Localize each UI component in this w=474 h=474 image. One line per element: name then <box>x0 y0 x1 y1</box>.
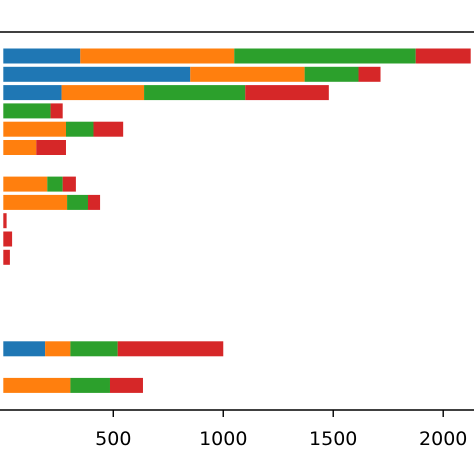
bar-segment-row10-series3 <box>3 231 13 247</box>
bar-segment-row16-series3 <box>117 341 224 357</box>
bar-segment-row1-series3 <box>358 66 381 82</box>
bar-segment-row7-series3 <box>62 176 76 192</box>
bar-segment-row0-series0 <box>3 48 81 64</box>
bar-segment-row2-series2 <box>144 85 246 101</box>
bar-segment-row9-series3 <box>3 213 7 229</box>
bar-segment-row4-series1 <box>3 121 66 137</box>
bar-segment-row7-series1 <box>3 176 48 192</box>
bar-segment-row2-series1 <box>61 85 145 101</box>
bar-segment-row11-series3 <box>3 249 10 265</box>
bar-segment-row18-series1 <box>3 377 71 393</box>
bar-segment-row8-series3 <box>87 194 101 210</box>
bar-segment-row3-series2 <box>3 103 51 119</box>
bars-layer <box>3 48 471 393</box>
bar-segment-row2-series0 <box>3 85 62 101</box>
x-tick-label-1500: 1500 <box>309 428 357 450</box>
bar-segment-row16-series0 <box>3 341 46 357</box>
bar-segment-row1-series1 <box>190 66 305 82</box>
bar-segment-row3-series3 <box>50 103 63 119</box>
bar-segment-row0-series3 <box>415 48 471 64</box>
bar-segment-row16-series2 <box>70 341 118 357</box>
bar-segment-row18-series3 <box>109 377 143 393</box>
bar-segment-row18-series2 <box>70 377 110 393</box>
bar-segment-row5-series3 <box>36 140 66 155</box>
bar-segment-row0-series1 <box>80 48 235 64</box>
x-axis: 500 1000 1500 2000 <box>95 410 467 450</box>
x-tick-label-2000: 2000 <box>419 428 467 450</box>
bar-segment-row5-series1 <box>3 140 37 155</box>
x-tick-label-500: 500 <box>95 428 131 450</box>
bar-segment-row2-series3 <box>245 85 329 101</box>
bar-segment-row0-series2 <box>234 48 416 64</box>
bar-segment-row1-series2 <box>304 66 359 82</box>
bar-segment-row8-series1 <box>3 194 68 210</box>
bar-segment-row4-series3 <box>93 121 124 137</box>
bar-segment-row16-series1 <box>45 341 71 357</box>
bar-segment-row8-series2 <box>67 194 88 210</box>
bar-segment-row4-series2 <box>65 121 94 137</box>
bar-segment-row7-series2 <box>47 176 63 192</box>
bar-segment-row1-series0 <box>3 66 191 82</box>
x-tick-label-1000: 1000 <box>199 428 247 450</box>
